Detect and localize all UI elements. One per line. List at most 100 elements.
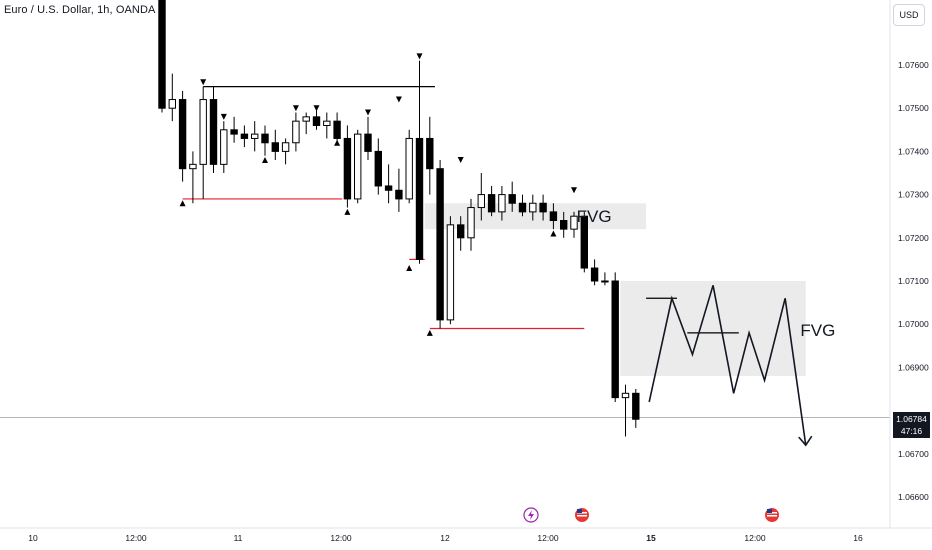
candle-up <box>292 120 300 144</box>
horizontal-levels <box>182 85 739 334</box>
candle-up <box>446 224 455 321</box>
candle-down <box>457 224 465 239</box>
arrowhead-stroke <box>798 435 813 447</box>
swing-low-marker-icon <box>179 200 186 207</box>
fvg-label: FVG <box>800 321 835 340</box>
candle-up <box>199 99 207 165</box>
price-tick-label: 1.06600 <box>898 492 929 502</box>
candle-down <box>312 116 321 126</box>
swing-high-marker-icon <box>457 157 464 164</box>
time-tick-label: 12:00 <box>744 533 766 543</box>
candle-up <box>477 194 486 209</box>
time-tick-label: 12:00 <box>537 533 559 543</box>
current-price-value: 1.06784 <box>896 414 927 424</box>
price-tick-label: 1.07000 <box>898 319 929 329</box>
candle-down <box>374 150 383 187</box>
price-tick-label: 1.07600 <box>898 60 929 70</box>
swing-high-marker-icon <box>292 105 299 112</box>
bar-countdown: 47:16 <box>900 426 923 436</box>
price-tick-label: 1.07300 <box>898 190 929 200</box>
candle-down <box>209 99 218 165</box>
candle-down <box>539 202 547 213</box>
candle-down <box>487 194 496 213</box>
price-tick-label: 1.06900 <box>898 362 929 372</box>
candle-down <box>395 189 403 200</box>
candle-down <box>560 220 568 230</box>
swing-markers <box>179 53 577 336</box>
price-tick-label: 1.06700 <box>898 449 929 459</box>
candles <box>158 0 640 437</box>
candle-down <box>632 392 640 420</box>
current-price-tag: 1.06784 47:16 <box>893 412 930 438</box>
candle-down <box>549 211 558 222</box>
candle-down <box>508 194 516 204</box>
swing-high-marker-icon <box>416 53 423 60</box>
swing-low-marker-icon <box>550 230 557 237</box>
swing-high-marker-icon <box>313 105 320 112</box>
swing-high-marker-icon <box>395 96 402 103</box>
time-tick-label: 15 <box>646 533 656 543</box>
time-tick-label: 12 <box>440 533 450 543</box>
candle-down <box>611 280 619 399</box>
time-tick-label: 12:00 <box>330 533 352 543</box>
candle-up <box>220 129 228 165</box>
price-tick-label: 1.07500 <box>898 103 929 113</box>
candle-down <box>384 185 393 191</box>
candle-down <box>426 137 434 170</box>
price-tick-label: 1.07100 <box>898 276 929 286</box>
swing-high-marker-icon <box>220 113 227 120</box>
candle-down <box>333 120 341 139</box>
swing-low-marker-icon <box>426 329 433 336</box>
candle-down <box>364 133 372 152</box>
swing-high-marker-icon <box>571 187 577 194</box>
candle-up <box>405 137 413 200</box>
candle-down <box>518 202 527 213</box>
us-flag-event-icon[interactable] <box>574 507 590 523</box>
candle-down <box>415 137 424 260</box>
candle-up <box>281 142 290 152</box>
projection-arrowhead-icon <box>798 435 813 447</box>
price-axis[interactable]: 1.07600 1.07500 1.07400 1.07300 1.07200 1.071… <box>889 0 932 550</box>
currency-button[interactable]: USD <box>893 4 925 26</box>
candle-down <box>240 133 249 139</box>
candle-up <box>621 392 630 399</box>
time-axis[interactable]: 10 12:00 11 12:00 12 12:00 15 12:00 16 <box>0 527 932 543</box>
candle-down <box>343 137 352 200</box>
time-tick-label: 12:00 <box>125 533 147 543</box>
price-tick-label: 1.07200 <box>898 233 929 243</box>
candle-up <box>570 215 578 230</box>
candle-down <box>158 0 166 109</box>
swing-high-marker-icon <box>200 79 207 86</box>
candle-down <box>590 267 599 282</box>
swing-high-marker-icon <box>365 109 371 116</box>
candle-down <box>271 142 280 152</box>
time-tick-label: 11 <box>234 533 243 543</box>
event-icons[interactable] <box>523 507 780 523</box>
candle-up <box>601 280 609 283</box>
candle-up <box>189 163 197 170</box>
candle-down <box>580 215 588 269</box>
swing-low-marker-icon <box>334 139 341 146</box>
candle-down <box>230 129 238 135</box>
swing-low-marker-icon <box>262 157 268 164</box>
lightning-event-icon[interactable] <box>523 507 539 523</box>
candle-up <box>498 194 506 213</box>
fvg-zone <box>620 281 806 377</box>
swing-low-marker-icon <box>406 265 413 272</box>
price-tick-label: 1.07400 <box>898 146 929 156</box>
candle-down <box>178 99 187 170</box>
fvg-label: FVG <box>577 207 612 226</box>
candle-up <box>467 207 475 239</box>
swing-low-marker-icon <box>344 208 351 215</box>
us-flag-event-icon[interactable] <box>764 507 780 523</box>
price-axis-bg <box>890 0 932 550</box>
candle-up <box>251 133 259 139</box>
candle-up <box>302 116 310 122</box>
projection-path <box>648 285 807 446</box>
time-tick-label: 10 <box>28 533 38 543</box>
candle-up <box>529 202 537 213</box>
symbol-title: Euro / U.S. Dollar, 1h, OANDA <box>4 4 156 16</box>
candle-up <box>323 120 331 126</box>
candle-down <box>261 133 269 144</box>
